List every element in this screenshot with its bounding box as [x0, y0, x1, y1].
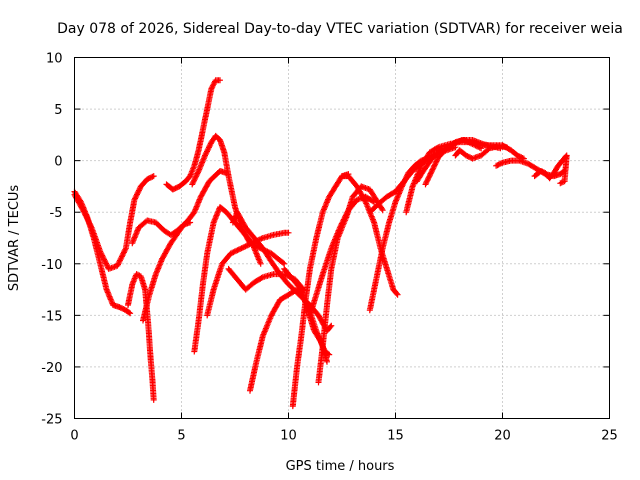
series-arc-9: [204, 229, 292, 319]
x-tick-label: 5: [177, 429, 185, 444]
data-point: [434, 157, 440, 164]
data-point: [237, 246, 244, 252]
y-tick-label: 10: [46, 52, 63, 67]
series-arc-5: [129, 217, 194, 247]
y-tick-labels: -25 -20 -15 -10 -5 0 5 10: [41, 52, 62, 428]
data-point: [189, 180, 196, 186]
grid-lines: [74, 57, 610, 419]
data-point: [378, 205, 385, 212]
data-point: [97, 249, 104, 256]
series-arc-17: [339, 173, 401, 298]
data-point: [337, 223, 344, 230]
data-point: [127, 310, 134, 317]
data-point: [117, 256, 124, 263]
data-point: [150, 396, 157, 403]
y-tick-label: -25: [41, 413, 62, 428]
series-arc-15: [315, 183, 386, 386]
data-point: [280, 259, 287, 266]
data-point: [558, 179, 565, 186]
plot-frame: [74, 57, 610, 419]
data-point: [217, 77, 223, 84]
data-point: [379, 207, 386, 214]
data-point: [431, 162, 438, 169]
data-point: [285, 229, 292, 236]
data-point: [258, 274, 265, 281]
x-tick-label: 10: [280, 429, 297, 444]
data-point: [206, 143, 213, 150]
x-tick-label: 20: [494, 429, 511, 444]
series-arc-14: [289, 171, 352, 410]
data-point: [324, 358, 330, 365]
y-tick-label: -20: [41, 361, 62, 376]
series-arc-6: [163, 77, 223, 193]
x-tick-label: 0: [70, 429, 78, 444]
data-point: [369, 198, 376, 205]
data-point: [478, 145, 485, 152]
y-tick-label: 0: [54, 155, 62, 170]
series-arc-16: [306, 193, 378, 319]
data-point: [80, 208, 87, 215]
data-point: [325, 350, 332, 357]
series-arc-2: [71, 173, 157, 272]
data-point: [150, 173, 157, 180]
data-point: [99, 252, 106, 259]
data-point: [434, 145, 441, 151]
data-point: [126, 309, 133, 316]
series-arc-4: [140, 168, 230, 324]
data-point: [429, 166, 436, 173]
data-point: [327, 323, 334, 330]
data-point: [257, 260, 264, 267]
data-point: [432, 159, 439, 166]
data-point: [328, 322, 335, 329]
series-arc-21: [413, 137, 504, 185]
data-point: [203, 149, 210, 156]
y-tick-label: -5: [50, 206, 63, 221]
data-point: [84, 216, 91, 223]
series-arc-19: [366, 144, 459, 216]
y-tick-label: -15: [41, 309, 62, 324]
data-point: [426, 173, 433, 180]
y-tick-label: 5: [54, 103, 62, 118]
y-tick-label: -10: [41, 258, 62, 273]
series-arc-25: [531, 152, 570, 187]
data-point: [245, 242, 252, 249]
data-point: [118, 253, 125, 260]
data-point: [503, 144, 510, 151]
y-axis-label: SDTVAR / TECUs: [7, 185, 22, 292]
data-point: [557, 180, 564, 187]
chart-title: Day 078 of 2026, Sidereal Day-to-day VTE…: [57, 21, 623, 37]
x-axis-label: GPS time / hours: [286, 459, 395, 474]
data-point: [393, 290, 400, 297]
data-point: [187, 219, 194, 226]
data-point: [204, 147, 211, 154]
data-point: [326, 351, 333, 358]
data-marks: [71, 77, 570, 410]
data-point: [230, 249, 237, 256]
data-point: [87, 222, 94, 228]
series-arc-22: [422, 137, 485, 188]
x-tick-label: 15: [387, 429, 404, 444]
data-point: [120, 250, 127, 257]
x-tick-label: 25: [601, 429, 618, 444]
data-point: [428, 169, 435, 176]
data-point: [281, 260, 288, 267]
data-point: [371, 198, 378, 205]
axis-ticks: [74, 57, 610, 419]
x-tick-labels: 0 5 10 15 20 25: [70, 429, 617, 444]
series-arc-8: [191, 204, 264, 355]
series-arc-23: [452, 143, 510, 162]
data-point: [425, 176, 431, 182]
data-point: [133, 192, 140, 199]
data-point: [394, 291, 401, 298]
